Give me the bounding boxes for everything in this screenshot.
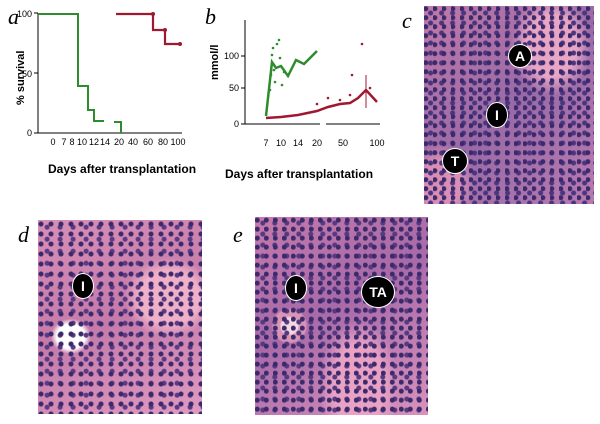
x-tick: 7 — [263, 138, 268, 148]
data-point — [338, 98, 342, 102]
x-tick: 10 — [276, 138, 286, 148]
x-tick: 10 — [77, 137, 87, 147]
micrograph-d: I — [38, 220, 202, 414]
data-point — [326, 96, 330, 100]
mmol-xticks: 7 10 14 20 50 100 — [263, 138, 384, 148]
x-tick: 14 — [293, 138, 303, 148]
data-point — [270, 53, 274, 57]
x-tick: 14 — [100, 137, 110, 147]
mmol-xlabel: Days after transplantation — [225, 167, 374, 181]
data-point — [269, 73, 273, 77]
panel-letter-d: d — [18, 222, 29, 247]
y-tick: 50 — [22, 69, 32, 79]
data-point — [282, 70, 286, 74]
x-tick: 50 — [338, 138, 348, 148]
x-tick: 60 — [143, 137, 153, 147]
survival-series-green — [38, 13, 104, 122]
micrograph-e: I TA — [255, 217, 428, 415]
survival-xticks: 0 7 8 10 12 14 20 40 60 80 100 — [50, 137, 185, 147]
mmol-ylabel: mmol/l — [209, 45, 221, 80]
x-tick: 12 — [89, 137, 99, 147]
data-point — [315, 102, 319, 106]
x-tick: 20 — [114, 137, 124, 147]
mmol-green-points — [268, 38, 286, 92]
mmol-chart: mmol/l 0 50 100 7 10 14 20 50 100 — [209, 20, 385, 148]
y-tick: 100 — [224, 51, 239, 61]
x-tick: 80 — [158, 137, 168, 147]
panel-letter-a: a — [8, 4, 19, 29]
label-i: I — [486, 102, 508, 128]
survival-series-green-tail — [114, 121, 122, 133]
y-tick: 100 — [17, 9, 32, 19]
mmol-series-red — [265, 88, 378, 120]
survival-marker — [178, 42, 182, 46]
y-tick: 50 — [229, 83, 239, 93]
survival-series-red — [116, 12, 180, 46]
micrograph-c: A I T — [424, 6, 594, 204]
survival-marker — [151, 12, 155, 16]
data-point — [360, 42, 364, 46]
x-tick: 100 — [369, 138, 384, 148]
data-point — [278, 56, 282, 60]
label-a: A — [508, 44, 532, 68]
y-tick: 0 — [27, 128, 32, 138]
mmol-series-green — [264, 50, 318, 117]
survival-yticks: 0 50 100 — [17, 9, 32, 138]
x-tick: 20 — [312, 138, 322, 148]
y-tick: 0 — [234, 119, 239, 129]
survival-marker — [163, 28, 167, 32]
label-ta: TA — [361, 276, 395, 308]
survival-ylabel: % survival — [15, 51, 27, 105]
x-tick: 40 — [128, 137, 138, 147]
mmol-red-points — [315, 42, 372, 106]
data-point — [268, 88, 272, 92]
data-point — [273, 80, 277, 84]
panel-letter-e: e — [233, 222, 243, 247]
label-i: I — [72, 273, 94, 299]
data-point — [271, 46, 275, 50]
label-t: T — [442, 148, 468, 174]
panel-letter-b: b — [205, 4, 216, 29]
survival-chart: % survival 0 50 100 0 7 8 10 12 14 20 40… — [15, 9, 186, 147]
data-point — [272, 68, 276, 72]
x-tick: 7 — [61, 137, 66, 147]
axis-break — [108, 9, 116, 19]
data-point — [275, 42, 279, 46]
data-point — [368, 86, 372, 90]
data-point — [350, 73, 354, 77]
x-tick: 8 — [69, 137, 74, 147]
data-point — [280, 83, 284, 87]
label-i: I — [285, 275, 307, 301]
survival-xlabel: Days after transplantation — [48, 162, 197, 176]
panel-letter-c: c — [402, 8, 412, 33]
x-tick: 0 — [50, 137, 55, 147]
x-tick: 100 — [170, 137, 185, 147]
data-point — [348, 93, 352, 97]
data-point — [277, 38, 281, 42]
mmol-yticks: 0 50 100 — [224, 51, 239, 129]
